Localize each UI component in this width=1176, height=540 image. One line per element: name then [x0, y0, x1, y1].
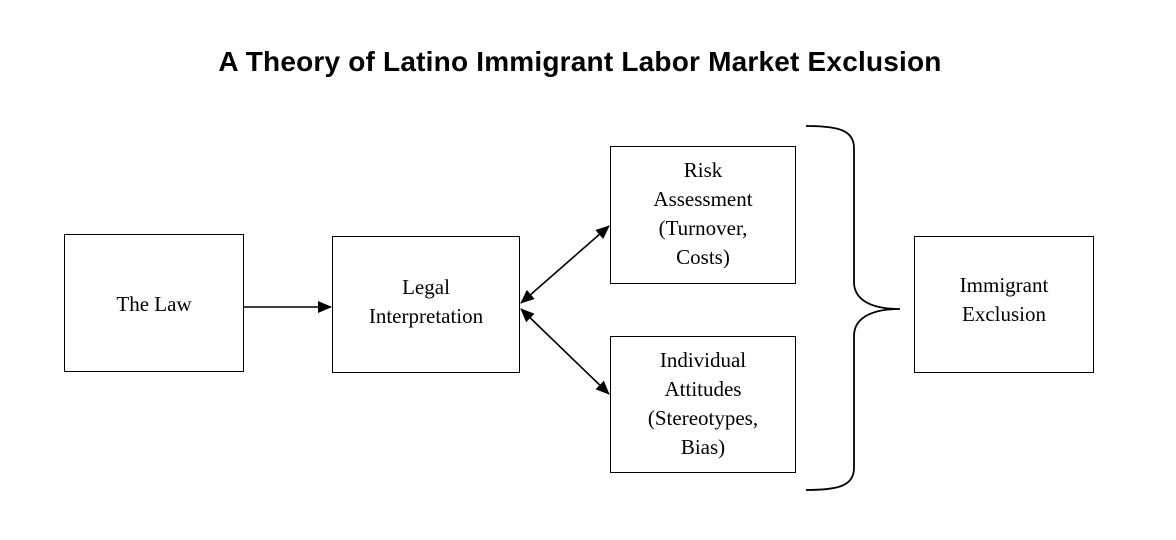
arrow-legal-interpretation-individual-attitudes: [520, 308, 610, 395]
immigrant-exclusion-label: Immigrant Exclusion: [959, 272, 1049, 326]
legal-interpretation-box: Legal Interpretation: [332, 236, 520, 373]
the-law-label: The Law: [116, 291, 192, 316]
individual-attitudes-label: Individual Attitudes (Stereotypes, Bias): [647, 347, 759, 459]
individual-attitudes-box: Individual Attitudes (Stereotypes, Bias): [610, 336, 796, 473]
right-brace: [805, 125, 901, 491]
the-law-box: The Law: [64, 234, 244, 372]
arrow-legal-interpretation-risk-assessment: [520, 225, 610, 304]
risk-assessment-box: Risk Assessment (Turnover, Costs): [610, 146, 796, 284]
diagram-title: A Theory of Latino Immigrant Labor Marke…: [218, 46, 942, 77]
risk-assessment-label: Risk Assessment (Turnover, Costs): [653, 158, 753, 269]
legal-interpretation-label: Legal Interpretation: [368, 274, 484, 328]
immigrant-exclusion-box: Immigrant Exclusion: [914, 236, 1094, 373]
